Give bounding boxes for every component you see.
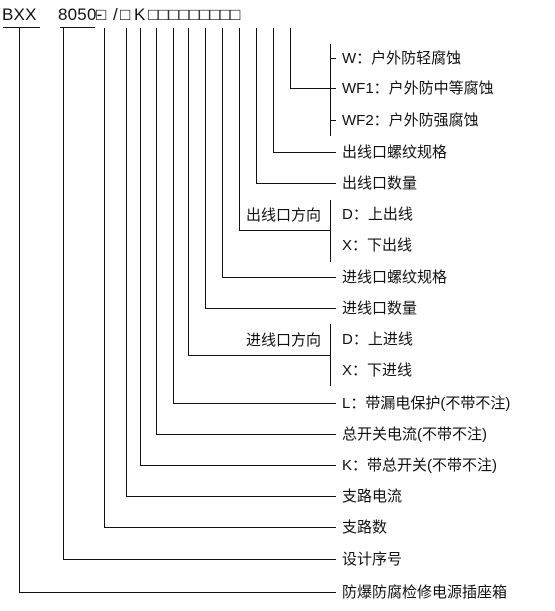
code-boxes: □□□□□□□□□ — [148, 5, 241, 24]
label-outlet-down: X：下出线 — [342, 237, 413, 254]
label-design-number: 设计序号 — [342, 551, 403, 568]
label-branch-count: 支路数 — [342, 519, 388, 536]
label-product: 防爆防腐检修电源插座箱 — [342, 584, 508, 601]
code-series: 8050- — [58, 5, 103, 24]
label-branch-current: 支路电流 — [342, 488, 403, 505]
label-leakage: L：带漏电保护(不带不注) — [342, 395, 511, 412]
code-slot-1: □ — [96, 5, 107, 24]
code-prefix: BXX — [2, 5, 37, 24]
label-inlet-up: D：上进线 — [342, 331, 413, 348]
label-wf1: WF1：户外防中等腐蚀 — [342, 80, 494, 97]
label-k: K：带总开关(不带不注) — [342, 457, 497, 474]
label-main-current: 总开关电流(不带不注) — [342, 426, 487, 443]
label-wf2: WF2：户外防强腐蚀 — [342, 112, 479, 129]
label-w: W：户外防轻腐蚀 — [342, 50, 462, 67]
code-slash: / — [113, 5, 118, 24]
code-slot-2: □ — [120, 5, 131, 24]
label-outlet-thread: 出线口螺纹规格 — [342, 144, 448, 161]
label-inlet-down: X：下进线 — [342, 362, 413, 379]
code-k: K — [134, 5, 146, 24]
label-outlet-count: 出线口数量 — [342, 175, 418, 192]
label-outlet-up: D：上出线 — [342, 206, 413, 223]
inlet-direction-label: 进线口方向 — [246, 332, 322, 349]
label-inlet-count: 进线口数量 — [342, 300, 418, 317]
label-inlet-thread: 进线口螺纹规格 — [342, 269, 448, 286]
outlet-direction-label: 出线口方向 — [246, 207, 322, 224]
